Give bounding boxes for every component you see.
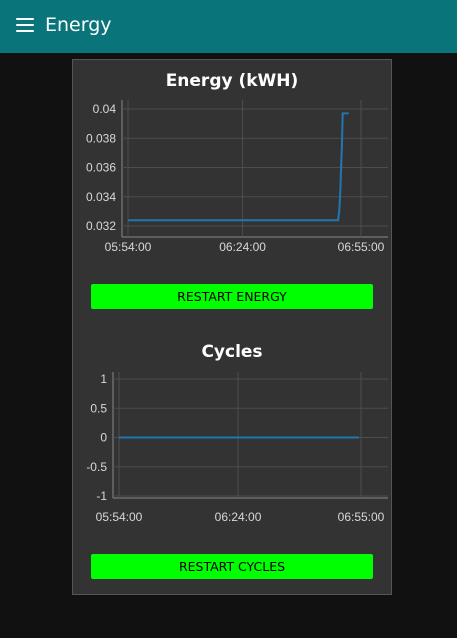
energy-chart: 0.032 0.034 0.036 0.038 0.04 05:54:00 06:24:00… bbox=[86, 100, 388, 254]
energy-series-line bbox=[128, 112, 349, 222]
cycles-y-tick-label: -0.5 bbox=[86, 460, 107, 474]
cycles-chart: -1 -0.5 0 0.5 1 05:54:00 06:24:00 06:55:00 bbox=[86, 372, 388, 524]
cycles-y-tick-label: -1 bbox=[96, 489, 107, 503]
energy-y-tick-label: 0.038 bbox=[86, 131, 116, 145]
energy-y-tick-label: 0.032 bbox=[86, 219, 116, 233]
cycles-y-tick-label: 1 bbox=[100, 372, 107, 386]
page-title: Energy bbox=[45, 14, 112, 36]
cycles-chart-title: Cycles bbox=[201, 342, 263, 362]
restart-cycles-button[interactable]: RESTART CYCLES bbox=[91, 554, 373, 579]
energy-x-tick-label: 06:55:00 bbox=[338, 240, 385, 254]
energy-y-tick-label: 0.04 bbox=[93, 102, 117, 116]
energy-chart-title: Energy (kWH) bbox=[165, 71, 299, 91]
dashboard-card: Energy (kWH) 0.032 0.034 0.036 0.038 0.04 05:… bbox=[72, 59, 392, 595]
energy-y-tick-label: 0.036 bbox=[86, 161, 116, 175]
restart-energy-button[interactable]: RESTART ENERGY bbox=[91, 284, 373, 309]
top-app-bar: Energy bbox=[0, 0, 457, 53]
energy-x-tick-label: 06:24:00 bbox=[219, 240, 266, 254]
energy-x-tick-label: 05:54:00 bbox=[105, 240, 152, 254]
cycles-x-tick-label: 05:54:00 bbox=[96, 510, 143, 524]
cycles-y-tick-label: 0.5 bbox=[90, 401, 107, 415]
cycles-x-tick-label: 06:55:00 bbox=[338, 510, 385, 524]
cycles-y-tick-label: 0 bbox=[100, 431, 107, 445]
hamburger-menu-icon[interactable] bbox=[16, 18, 34, 32]
energy-y-tick-label: 0.034 bbox=[86, 190, 116, 204]
cycles-x-tick-label: 06:24:00 bbox=[215, 510, 262, 524]
